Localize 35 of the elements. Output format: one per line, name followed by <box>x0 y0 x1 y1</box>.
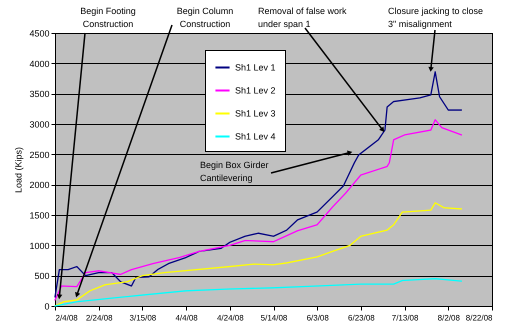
y-tick-label: 4000 <box>29 58 50 69</box>
x-tick-label: 6/3/08 <box>306 314 330 322</box>
line-series <box>54 119 462 301</box>
x-tick-label: 3/15/08 <box>130 314 157 322</box>
y-tick-label: 1500 <box>29 210 50 220</box>
line-series <box>54 278 462 307</box>
annotation: Closure jacking to close 3" misalignment <box>388 6 484 29</box>
y-tick-label: 3500 <box>29 89 50 100</box>
y-tick-label: 2000 <box>29 180 50 190</box>
line-series <box>54 71 462 298</box>
x-tick-label: 8/22/08 <box>466 314 494 322</box>
annotation: Begin Column Construction <box>176 6 234 29</box>
x-tick-label: 4/4/08 <box>175 314 198 322</box>
legend-label: Sh1 Lev 3 <box>235 108 276 118</box>
annotation: Begin Footing Construction <box>80 6 136 29</box>
y-tick-label: 500 <box>34 271 50 282</box>
line-series <box>54 202 462 307</box>
x-tick-label: 5/14/08 <box>260 314 288 322</box>
x-tick-label: 6/23/08 <box>348 314 376 322</box>
y-tick-label: 2500 <box>29 150 50 160</box>
legend-label: Sh1 Lev 4 <box>235 132 276 142</box>
x-tick-label: 4/24/08 <box>216 314 244 322</box>
annotation: Begin Box Girder Cantilevering <box>200 160 269 183</box>
legend-label: Sh1 Lev 1 <box>235 62 276 72</box>
x-tick-label: 2/4/08 <box>56 314 78 322</box>
annotation: Removal of false work under span 1 <box>258 6 348 29</box>
x-tick-label: 8/2/08 <box>438 314 460 322</box>
x-tick-label: 7/13/08 <box>392 314 419 322</box>
y-tick-label: 3000 <box>29 120 50 130</box>
legend-label: Sh1 Lev 2 <box>235 86 276 96</box>
y-tick-label: 0 <box>44 302 50 312</box>
x-tick-label: 2/24/08 <box>86 314 114 322</box>
y-tick-label: 1000 <box>29 240 50 251</box>
y-axis-title: Load (Kips) <box>13 146 24 194</box>
y-tick-label: 4500 <box>29 28 50 38</box>
